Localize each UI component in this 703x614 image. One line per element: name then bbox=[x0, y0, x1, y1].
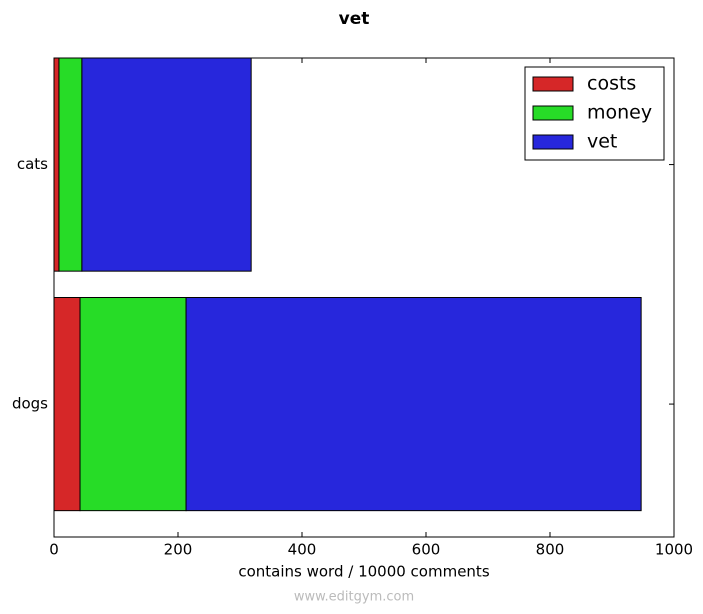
bar-segment bbox=[185, 297, 642, 512]
legend-label: vet bbox=[587, 131, 617, 153]
bar-segment bbox=[81, 57, 252, 272]
legend-swatch bbox=[532, 76, 574, 92]
x-tick-label: 400 bbox=[288, 541, 317, 559]
chart-title: vet bbox=[339, 9, 370, 29]
y-tick-label: cats bbox=[17, 155, 48, 173]
legend-swatch bbox=[532, 105, 574, 121]
bar-segment bbox=[58, 57, 83, 272]
x-tick-label: 1000 bbox=[655, 541, 693, 559]
x-tick-label: 200 bbox=[164, 541, 193, 559]
bar-segment bbox=[53, 297, 81, 512]
bar-segment bbox=[53, 57, 60, 272]
legend-label: money bbox=[587, 102, 652, 124]
legend-swatch bbox=[532, 134, 574, 150]
x-tick-label: 800 bbox=[536, 541, 565, 559]
x-tick-label: 0 bbox=[49, 541, 59, 559]
watermark: www.editgym.com bbox=[294, 590, 414, 605]
plot-frame bbox=[53, 57, 675, 538]
bar-segment bbox=[79, 297, 187, 512]
legend-label: costs bbox=[587, 73, 636, 95]
x-tick-label: 600 bbox=[412, 541, 441, 559]
x-axis-label: contains word / 10000 comments bbox=[238, 563, 489, 581]
y-tick-label: dogs bbox=[12, 395, 48, 413]
